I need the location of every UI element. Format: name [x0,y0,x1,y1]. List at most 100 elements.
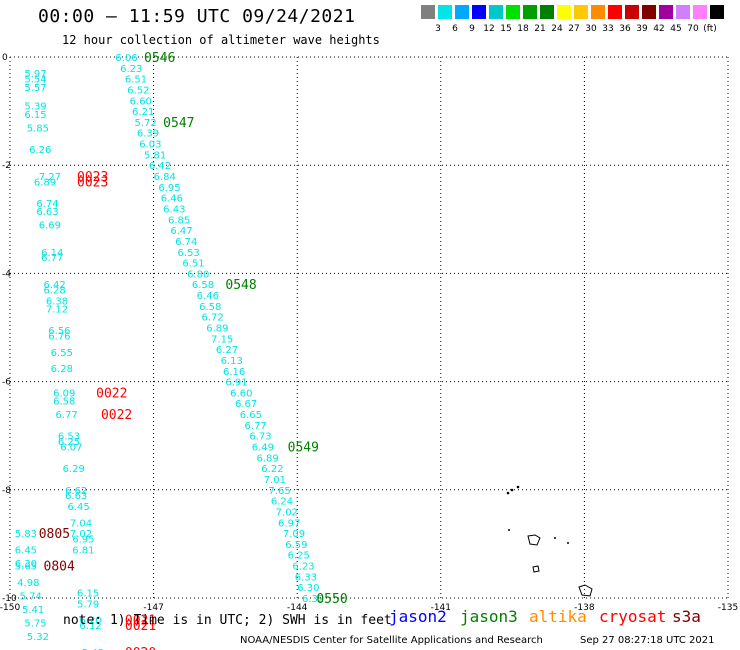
satellite-label-altika: altika [529,607,587,626]
wave-height-value: 6.58 [199,302,221,313]
island-dot [506,491,510,495]
legend-label: 3 [435,24,441,34]
wave-height-value: 4.98 [17,578,39,589]
pass-time-label: 0550 [316,592,347,607]
legend-swatch [557,5,571,19]
legend-swatch [659,5,673,19]
wave-height-value: 6.80 [187,269,209,280]
wave-height-value: 6.69 [39,221,61,232]
legend-label: 42 [653,24,665,34]
wave-height-value: 6.46 [197,291,219,302]
wave-height-value: 6.47 [170,226,192,237]
wave-height-value: 6.42 [44,280,66,291]
y-tick-label: -8 [2,486,11,496]
satellite-label-jason3: jason3 [460,607,518,626]
wave-height-value: 6.89 [257,453,279,464]
legend-swatch [710,5,724,19]
wave-height-value: 5.57 [24,83,46,94]
wave-height-value: 5.32 [27,632,49,643]
wave-height-value: 5.79 [77,599,99,610]
wave-height-value: 6.58 [53,397,75,408]
pass-time-label: 0805 [39,527,70,542]
wave-height-value: 6.52 [127,85,149,96]
wave-height-value: 6.15 [77,589,99,600]
wave-height-value: 6.49 [252,443,274,454]
wave-height-value: 6.59 [285,540,307,551]
legend-swatch [472,5,486,19]
wave-height-value: 6.60 [130,96,152,107]
legend-swatch [438,5,452,19]
legend-label: 18 [517,24,529,34]
island-outline [578,584,593,597]
wave-height-value: 6.32 [302,594,324,605]
wave-height-value: 5.85 [27,123,49,134]
y-tick-label: -4 [2,269,11,279]
wave-height-value: 6.16 [223,367,245,378]
wave-height-value: 7.27 [39,172,61,183]
wave-height-value: 6.45 [67,502,89,513]
wave-height-value: 5.74 [20,591,42,602]
wave-height-value: 6.46 [161,194,183,205]
wave-height-value: 6.72 [201,313,223,324]
wave-height-value: 6.91 [225,378,247,389]
wave-height-value: 6.21 [132,107,154,118]
x-tick-label: -150 [0,603,20,613]
y-tick-label: -10 [2,594,17,604]
wave-height-value: 6.85 [168,215,190,226]
pass-time-label: 0023 [77,170,108,185]
wave-height-value: 6.62 [65,486,87,497]
wave-height-value: 6.76 [48,332,70,343]
wave-height-value: 6.12 [79,621,101,632]
legend-label: 6 [452,24,458,34]
island-dot [567,542,569,544]
wave-height-value: 6.15 [24,110,46,121]
wave-height-value: 6.30 [15,559,37,570]
wave-height-value: 6.09 [53,388,75,399]
satellite-label-s3a: s3a [672,607,701,626]
satellite-label-jason2: jason2 [389,607,447,626]
wave-height-value: 7.15 [211,334,233,345]
y-tick-label: -2 [2,161,11,171]
wave-height-value: 6.74 [36,199,58,210]
wave-height-value: 5.41 [22,605,44,616]
pass-time-label: 0021 [125,614,156,629]
wave-height-value: 6.25 [58,437,80,448]
x-tick-label: -138 [574,603,595,613]
wave-height-value: 6.43 [163,204,185,215]
pass-time-label: 0804 [44,560,75,575]
wave-height-value: 6.77 [245,421,267,432]
footer-timestamp: Sep 27 08:27:18 UTC 2021 [580,635,715,646]
wave-height-value: 6.53 [58,432,80,443]
wave-height-value: 5.97 [24,69,46,80]
legend-label: 33 [602,24,614,34]
wave-height-value: 6.67 [235,399,257,410]
legend-label: (ft) [703,24,717,34]
satellite-label-cryosat: cryosat [599,607,667,626]
wave-height-value: 7.02 [276,507,298,518]
wave-height-value: 6.45 [15,545,37,556]
wave-height-value: 6.30 [297,583,319,594]
wave-height-value: 6.39 [137,129,159,140]
island-outline [527,534,541,546]
legend-label: 45 [670,24,682,34]
wave-height-value: 6.28 [44,286,66,297]
wave-height-value: 6.60 [230,388,252,399]
y-tick-label: 0 [2,53,8,63]
legend-swatch [591,5,605,19]
pass-time-label: 0023 [77,175,108,190]
wave-height-value: 5.75 [24,618,46,629]
legend-swatch [506,5,520,19]
wave-height-value: 6.20 [79,616,101,627]
pass-time-label: 0549 [288,441,319,456]
wave-height-value: 6.29 [63,464,85,475]
pass-time-label: 0021 [125,619,156,634]
wave-height-value: 6.14 [41,248,63,259]
wave-height-value: 6.22 [261,464,283,475]
chart-title: 00:00 — 11:59 UTC 09/24/2021 [38,6,356,27]
island-dot [508,529,510,531]
wave-height-value: 7.65 [268,486,290,497]
pass-time-label: 0548 [225,278,256,293]
legend-swatch [523,5,537,19]
wave-height-value: 6.97 [278,518,300,529]
